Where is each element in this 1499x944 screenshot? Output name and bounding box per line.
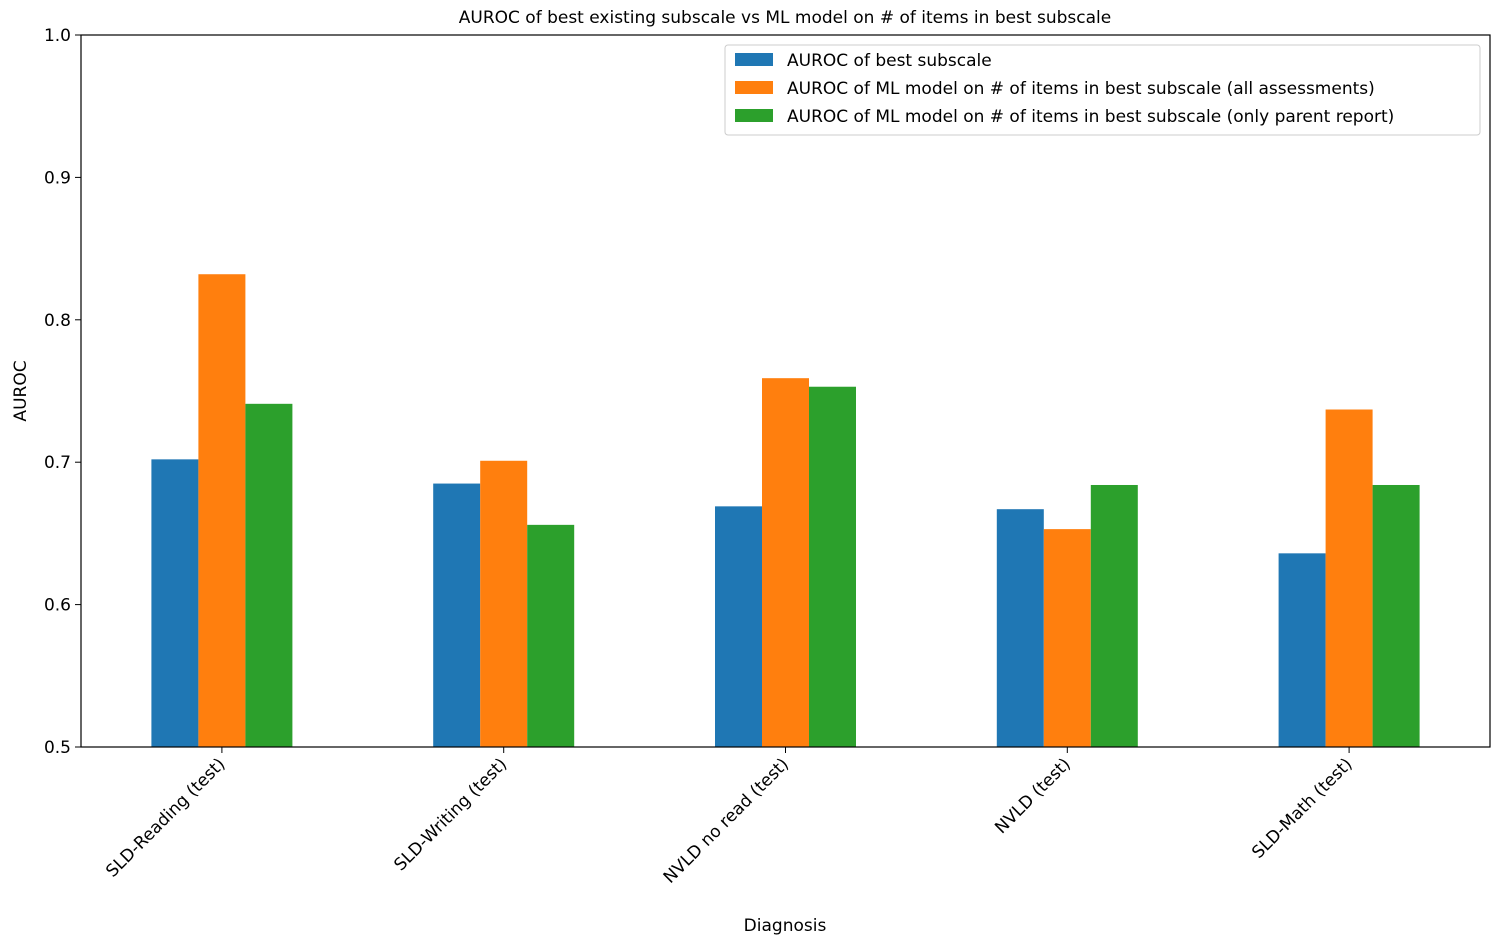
bar-series-3-1 <box>245 403 293 747</box>
bar-series-2-5 <box>1325 409 1373 747</box>
legend-swatch-1 <box>735 53 773 66</box>
x-axis-label: Diagnosis <box>744 916 827 936</box>
x-tick-label: NVLD no read (test) <box>660 754 793 887</box>
legend-swatch-2 <box>735 81 773 94</box>
bar-series-1-1 <box>151 459 199 747</box>
legend-label-1: AUROC of best subscale <box>787 51 992 71</box>
y-tick-label: 0.5 <box>44 738 71 758</box>
y-tick-label: 0.6 <box>44 596 71 616</box>
y-tick-label: 0.7 <box>44 453 71 473</box>
legend: AUROC of best subscale AUROC of ML model … <box>724 44 1481 136</box>
x-tick-label: SLD-Writing (test) <box>390 754 511 875</box>
x-axis: SLD-Reading (test) SLD-Writing (test) NVLD… <box>102 747 1357 888</box>
y-tick-label: 0.8 <box>44 311 71 331</box>
y-axis-label: AUROC <box>11 360 31 421</box>
bar-series-2-2 <box>480 460 528 747</box>
legend-label-3: AUROC of ML model on # of items in best … <box>787 107 1394 127</box>
bar-series-1-3 <box>715 506 762 747</box>
bar-series-3-3 <box>809 386 856 747</box>
bar-series-1-5 <box>1278 553 1326 747</box>
bar-series-3-2 <box>527 524 575 747</box>
plot-frame <box>80 34 1491 748</box>
x-tick-label: SLD-Reading (test) <box>102 754 229 881</box>
y-tick-label: 0.9 <box>44 168 71 188</box>
x-tick-label: SLD-Math (test) <box>1248 754 1356 862</box>
bar-series-3-4 <box>1090 484 1138 747</box>
bar-series-2-1 <box>198 274 246 747</box>
bar-series-1-4 <box>996 509 1044 747</box>
chart-title: AUROC of best existing subscale vs ML mo… <box>459 8 1111 28</box>
legend-swatch-3 <box>735 109 773 122</box>
x-tick-label: NVLD (test) <box>991 754 1075 838</box>
bar-series-1-2 <box>433 483 481 747</box>
legend-label-2: AUROC of ML model on # of items in best … <box>787 79 1375 99</box>
bar-series-2-4 <box>1043 529 1091 747</box>
bar-series-2-3 <box>762 378 809 747</box>
bars-layer <box>151 274 1420 747</box>
legend-frame <box>724 44 1481 136</box>
y-tick-label: 1.0 <box>44 26 71 46</box>
y-axis: 0.5 0.6 0.7 0.8 0.9 1.0 <box>44 26 81 758</box>
bar-series-3-5 <box>1372 484 1420 747</box>
